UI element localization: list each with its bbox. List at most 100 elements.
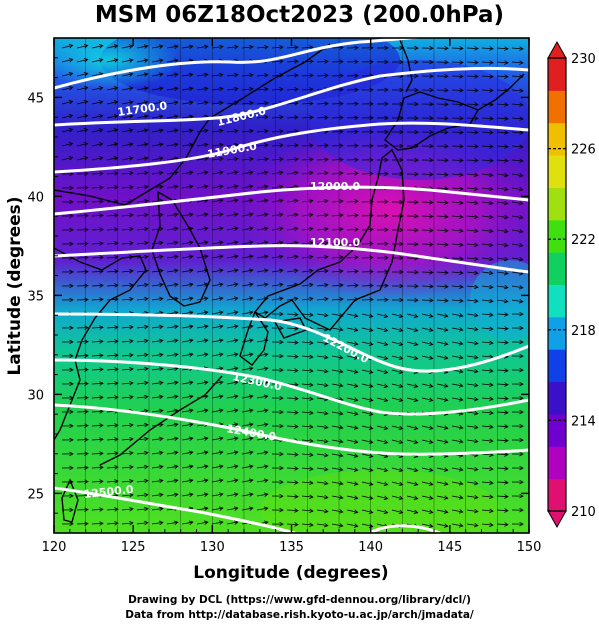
wind-arrow-shaft xyxy=(256,255,268,259)
wind-arrow-shaft xyxy=(466,75,479,77)
wind-arrow-head xyxy=(129,352,134,358)
wind-arrow-shaft xyxy=(226,255,238,259)
wind-arrow-head xyxy=(489,172,494,178)
wind-arrow-shaft xyxy=(256,437,268,441)
wind-arrow-shaft xyxy=(316,467,328,470)
wind-arrow-head xyxy=(69,185,74,191)
wind-arrow-shaft xyxy=(106,101,118,105)
wind-arrow-shaft xyxy=(451,229,463,232)
wind-arrow-shaft xyxy=(451,523,463,527)
wind-arrow-head xyxy=(159,226,164,232)
wind-arrow-shaft xyxy=(256,241,268,245)
wind-arrow-head xyxy=(144,296,149,302)
wind-arrow-head xyxy=(249,100,254,106)
wind-arrow-head xyxy=(473,508,479,514)
wind-arrow-head xyxy=(99,283,104,288)
wind-arrow-head xyxy=(279,521,284,527)
wind-arrow-shaft xyxy=(181,493,193,497)
wind-arrow-head xyxy=(413,509,419,515)
wind-arrow-shaft xyxy=(466,439,478,442)
wind-arrow-shaft xyxy=(331,355,343,359)
wind-arrow-head xyxy=(368,481,374,486)
wind-arrow-shaft xyxy=(421,229,434,231)
wind-arrow-shaft xyxy=(316,144,329,147)
wind-arrow-shaft xyxy=(91,340,104,343)
wind-arrow-head xyxy=(173,408,179,414)
wind-arrow-head xyxy=(504,326,509,331)
wind-arrow-shaft xyxy=(106,382,118,385)
wind-arrow-shaft xyxy=(91,45,103,49)
wind-arrow-shaft xyxy=(466,201,478,204)
wind-arrow-shaft xyxy=(91,298,104,301)
wind-arrow-shaft xyxy=(226,409,238,413)
wind-arrow-head xyxy=(69,451,74,457)
wind-arrow-shaft xyxy=(91,396,104,399)
wind-arrow-head xyxy=(233,324,239,329)
wind-arrow-head xyxy=(263,408,269,413)
wind-arrow-shaft xyxy=(166,269,178,273)
wind-arrow-shaft xyxy=(181,241,193,245)
wind-arrow-head xyxy=(278,226,284,231)
wind-arrow-shaft xyxy=(301,425,313,428)
wind-arrow-head xyxy=(368,467,374,472)
credit-data: Data from http://database.rish.kyoto-u.a… xyxy=(125,609,474,621)
x-tick-label: 130 xyxy=(200,540,225,555)
wind-arrow-head xyxy=(114,227,119,232)
wind-arrow-shaft xyxy=(91,186,104,189)
wind-arrow-head xyxy=(173,142,179,147)
wind-arrow-shaft xyxy=(391,327,403,332)
wind-arrow-head xyxy=(173,240,179,246)
wind-arrow-shaft xyxy=(466,495,478,498)
wind-arrow-head xyxy=(159,212,164,218)
wind-arrow-shaft xyxy=(331,495,343,499)
wind-arrow-head xyxy=(144,478,149,484)
honshu-coast xyxy=(253,148,405,331)
wind-arrow-head xyxy=(98,142,104,147)
wind-arrow-shaft xyxy=(391,439,403,444)
wind-arrow-head xyxy=(114,255,119,260)
wind-arrow-head xyxy=(113,156,119,161)
wind-arrow-head xyxy=(114,325,119,330)
wind-arrow-head xyxy=(309,101,314,106)
wind-arrow-shaft xyxy=(361,299,374,301)
wind-arrow-head xyxy=(384,45,389,51)
wind-arrow-head xyxy=(398,509,404,515)
wind-arrow-shaft xyxy=(181,297,193,301)
wind-arrow-shaft xyxy=(61,156,73,161)
wind-arrow-head xyxy=(218,184,224,189)
wind-arrow-shaft xyxy=(106,452,118,455)
wind-arrow-shaft xyxy=(376,495,388,500)
wind-arrow-head xyxy=(384,157,389,163)
wind-arrow-shaft xyxy=(421,523,433,527)
wind-arrow-head xyxy=(443,341,449,346)
wind-arrow-shaft xyxy=(376,313,388,318)
wind-arrow-head xyxy=(248,394,254,399)
wind-arrow-head xyxy=(114,185,119,190)
wind-arrow-shaft xyxy=(406,341,418,346)
wind-arrow-head xyxy=(519,521,524,527)
wind-arrow-head xyxy=(428,341,434,346)
colorbar-tick-label: 226 xyxy=(571,143,596,158)
wind-arrow-shaft xyxy=(391,467,403,472)
wind-arrow-shaft xyxy=(256,144,268,147)
wind-arrow-head xyxy=(188,492,194,497)
wind-arrow-head xyxy=(353,509,359,514)
wind-arrow-shaft xyxy=(451,383,463,387)
wind-arrow-shaft xyxy=(151,115,163,119)
wind-arrow-shaft xyxy=(331,481,343,485)
wind-arrow-head xyxy=(353,397,359,402)
wind-arrow-head xyxy=(159,380,164,386)
wind-arrow-shaft xyxy=(196,493,208,497)
wind-arrow-head xyxy=(248,282,254,287)
wind-arrow-shaft xyxy=(136,200,148,203)
wind-arrow-shaft xyxy=(241,199,253,203)
wind-arrow-head xyxy=(279,157,284,162)
wind-arrow-head xyxy=(398,397,404,403)
wind-arrow-head xyxy=(504,480,509,485)
wind-arrow-shaft xyxy=(91,129,103,133)
wind-arrow-head xyxy=(203,184,209,189)
wind-arrow-head xyxy=(489,326,494,332)
wind-arrow-shaft xyxy=(316,383,328,386)
wind-arrow-head xyxy=(504,46,509,51)
wind-arrow-shaft xyxy=(346,453,358,457)
